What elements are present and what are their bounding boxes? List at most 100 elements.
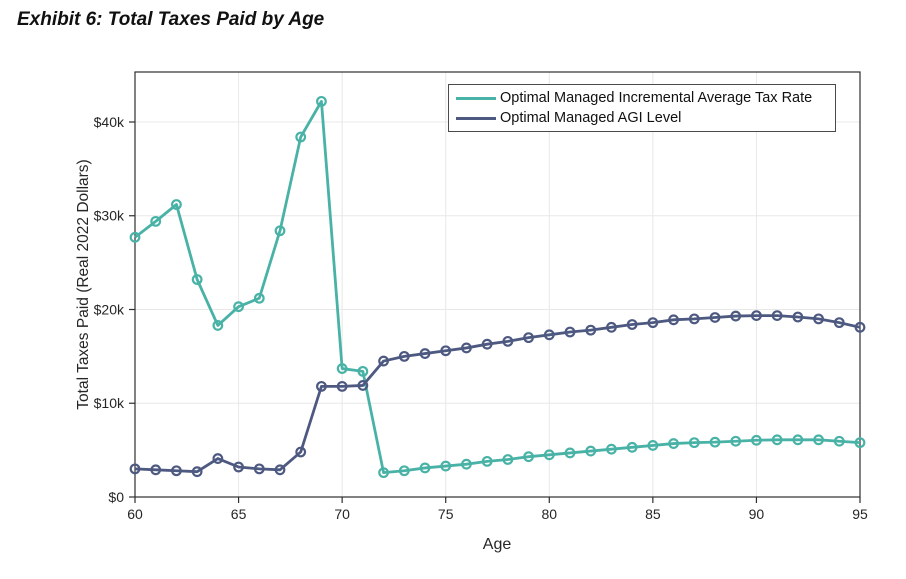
data-point-marker <box>647 317 659 329</box>
data-point-marker <box>295 131 307 143</box>
exhibit-title: Exhibit 6: Total Taxes Paid by Age <box>17 9 325 30</box>
data-point-marker <box>833 435 845 447</box>
legend-item-agi-level: Optimal Managed AGI Level <box>456 108 827 128</box>
data-point-marker <box>150 215 162 227</box>
data-point-marker <box>668 314 679 326</box>
data-point-marker <box>688 313 700 325</box>
data-point-marker <box>481 455 493 467</box>
grid-lines <box>134 72 861 497</box>
data-point-marker <box>233 461 244 473</box>
data-point-marker <box>606 321 617 333</box>
data-point-marker <box>357 380 369 391</box>
legend-line-sample-navy <box>456 116 496 120</box>
data-point-marker <box>171 465 182 477</box>
legend: Optimal Managed Incremental Average Tax … <box>448 84 836 132</box>
y-tick-label: $40k <box>94 114 125 130</box>
y-tick-label: $10k <box>94 395 125 411</box>
data-point-marker <box>357 365 369 377</box>
data-point-marker <box>751 310 762 321</box>
data-point-marker <box>398 350 410 362</box>
data-point-marker <box>274 464 286 476</box>
data-point-marker <box>253 463 265 475</box>
data-point-marker <box>709 436 721 448</box>
y-axis-label: Total Taxes Paid (Real 2022 Dollars) <box>75 159 92 409</box>
data-point-marker <box>212 453 224 464</box>
data-point-marker <box>440 460 452 472</box>
series-line-1 <box>134 314 861 474</box>
data-point-marker <box>233 301 244 313</box>
x-tick-label: 75 <box>438 506 454 522</box>
data-point-marker <box>191 274 203 285</box>
data-point-marker <box>502 335 514 347</box>
data-point-marker <box>316 95 327 107</box>
data-point-marker <box>419 462 431 474</box>
data-point-marker <box>792 434 804 446</box>
data-point-marker <box>543 329 555 341</box>
x-tick-label: 90 <box>749 506 765 522</box>
y-tick-label: $20k <box>94 301 125 317</box>
data-point-marker <box>792 311 804 323</box>
x-axis-label: Age <box>483 536 512 553</box>
data-point-marker <box>564 326 576 338</box>
data-point-marker <box>523 451 534 463</box>
x-tick-label: 65 <box>231 506 247 522</box>
data-point-marker <box>606 443 617 455</box>
series-line-0 <box>134 99 861 475</box>
data-point-marker <box>647 440 659 451</box>
data-point-marker <box>771 434 783 446</box>
data-point-marker <box>813 313 824 325</box>
x-tick-label: 95 <box>852 506 868 522</box>
data-point-marker <box>295 446 307 458</box>
legend-label-tax-rate: Optimal Managed Incremental Average Tax … <box>500 90 813 106</box>
y-tick-label: $30k <box>94 208 125 224</box>
data-point-marker <box>461 458 472 470</box>
data-point-marker <box>336 363 348 374</box>
data-point-marker <box>854 437 866 449</box>
data-point-marker <box>626 441 638 453</box>
data-point-marker <box>854 321 866 333</box>
data-point-marker <box>668 438 679 449</box>
data-point-marker <box>585 324 597 336</box>
data-point-marker <box>813 434 824 446</box>
data-point-marker <box>771 310 783 321</box>
data-point-marker <box>481 338 493 350</box>
series-0 <box>129 95 866 479</box>
data-point-marker <box>419 348 431 359</box>
x-tick-label: 60 <box>127 506 143 522</box>
legend-line-sample-teal <box>456 96 496 100</box>
data-point-marker <box>378 355 389 367</box>
x-tick-label: 70 <box>334 506 350 522</box>
data-point-marker <box>398 465 410 477</box>
data-point-marker <box>129 463 141 475</box>
data-point-marker <box>171 199 182 210</box>
plot-border <box>134 71 861 498</box>
data-point-marker <box>440 345 452 357</box>
data-point-marker <box>212 320 224 331</box>
data-point-marker <box>461 342 472 354</box>
data-point-marker <box>688 437 700 449</box>
axis-ticks <box>129 121 861 503</box>
data-point-marker <box>191 466 203 478</box>
legend-label-agi-level: Optimal Managed AGI Level <box>500 110 682 126</box>
data-point-marker <box>709 312 721 323</box>
data-point-marker <box>543 449 555 461</box>
data-point-marker <box>274 225 286 237</box>
data-point-marker <box>585 445 597 457</box>
x-tick-label: 80 <box>541 506 557 522</box>
data-point-marker <box>336 380 348 392</box>
data-point-marker <box>564 447 576 459</box>
data-point-marker <box>129 231 141 243</box>
series-1 <box>129 310 866 478</box>
data-point-marker <box>523 332 534 344</box>
data-point-marker <box>833 317 845 329</box>
x-tick-labels: 60 65 70 75 80 85 90 95 <box>127 506 868 522</box>
x-tick-label: 85 <box>645 506 661 522</box>
data-point-marker <box>730 435 742 447</box>
data-point-marker <box>626 319 638 330</box>
data-point-marker <box>751 434 762 446</box>
y-tick-label: $0 <box>108 489 124 505</box>
data-point-marker <box>316 380 327 392</box>
data-point-marker <box>730 310 742 322</box>
